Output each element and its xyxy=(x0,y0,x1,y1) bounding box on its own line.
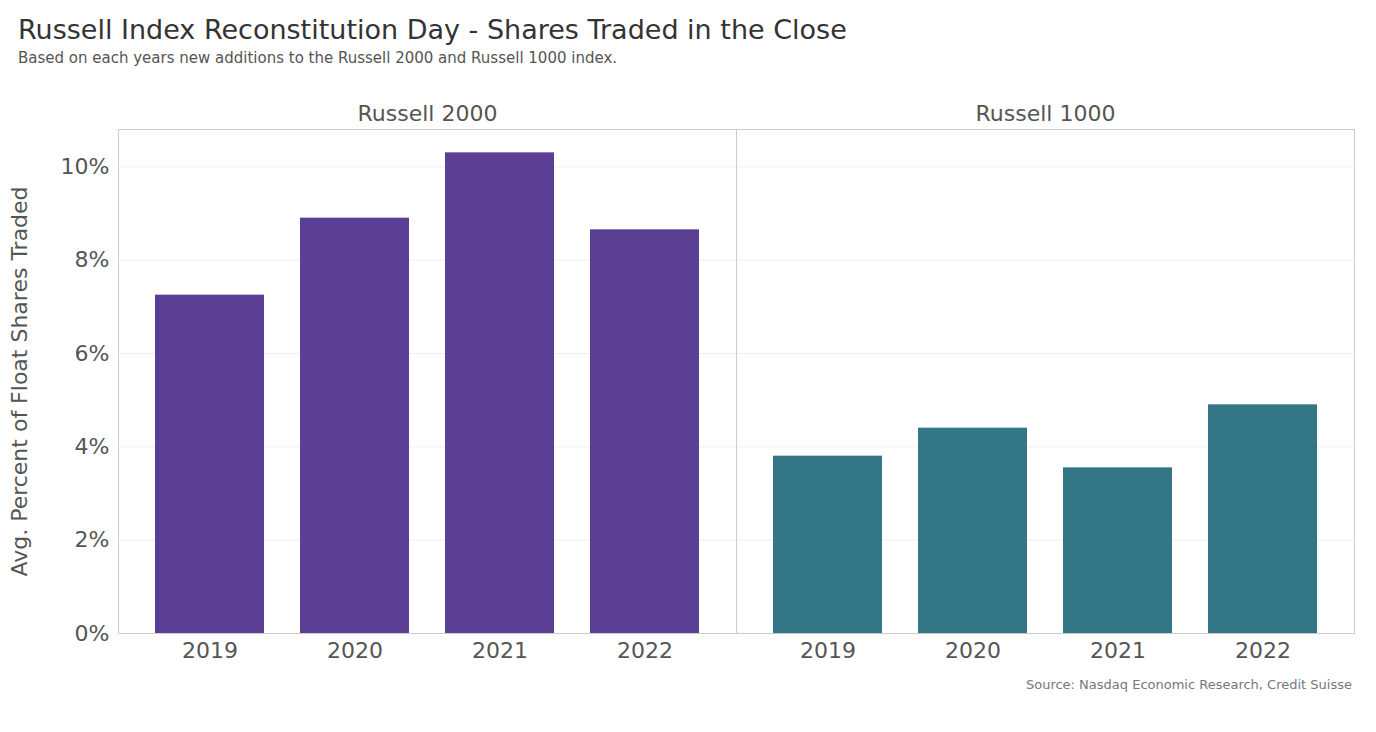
html-text:Based on each years new additi: Based on each years new additions to the… xyxy=(18,49,618,67)
svg-text:2022: 2022 xyxy=(1235,638,1291,663)
svg-text:2022: 2022 xyxy=(617,638,673,663)
svg-text:6%: 6% xyxy=(75,341,110,366)
svg-text:0%: 0% xyxy=(75,621,110,646)
svg-text:Russell 1000: Russell 1000 xyxy=(976,101,1116,126)
svg-text:8%: 8% xyxy=(75,247,110,272)
svg-text:2%: 2% xyxy=(75,527,110,552)
svg-text:2019: 2019 xyxy=(182,638,238,663)
svg-text:2021: 2021 xyxy=(472,638,528,663)
html-text:Source: Nasdaq Economic Resear: Source: Nasdaq Economic Research, Credit… xyxy=(1025,677,1352,692)
svg-text:2019: 2019 xyxy=(800,638,856,663)
svg-text:2021: 2021 xyxy=(1090,638,1146,663)
svg-text:4%: 4% xyxy=(75,434,110,459)
svg-text:Avg. Percent of Float Shares T: Avg. Percent of Float Shares Traded xyxy=(8,186,32,576)
html-text:Russell Index Reconstitution D: Russell Index Reconstitution Day - Share… xyxy=(18,14,847,45)
svg-text:10%: 10% xyxy=(61,154,110,179)
svg-text:2020: 2020 xyxy=(945,638,1001,663)
svg-text:2020: 2020 xyxy=(327,638,383,663)
svg-text:Russell 2000: Russell 2000 xyxy=(358,101,498,126)
